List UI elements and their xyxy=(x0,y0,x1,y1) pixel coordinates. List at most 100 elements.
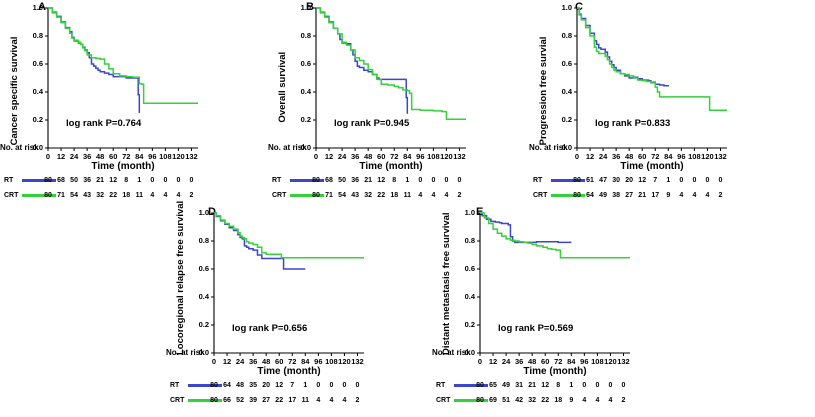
x-tick-label: 0 xyxy=(477,357,483,366)
x-tick-label: 36 xyxy=(248,357,258,366)
x-tick-label: 0 xyxy=(45,152,51,161)
survival-curve-crt xyxy=(48,7,198,104)
risk-count: 4 xyxy=(418,192,423,199)
panel-cancer-specific-survival: A Cancer specific survival 0.0 0.2 0.4 0.6 0.8… xyxy=(0,0,290,200)
risk-count: 80 xyxy=(210,382,218,389)
log-rank-annotation: log rank P=0.764 xyxy=(66,117,142,129)
survival-curve-crt xyxy=(316,7,466,121)
y-tick-label: 0.6 xyxy=(561,59,572,68)
x-tick-label: 84 xyxy=(135,152,144,161)
x-tick-label: 48 xyxy=(262,357,271,366)
risk-count: 30 xyxy=(612,177,621,184)
risk-count: 18 xyxy=(554,397,563,404)
legend-line-crt xyxy=(454,399,488,402)
risk-count: 49 xyxy=(599,192,607,199)
risk-table-row: CRT 80 66 52 39 27 22 17 11 4 4 4 2 xyxy=(166,394,456,409)
risk-count: 4 xyxy=(150,192,155,199)
risk-count: 20 xyxy=(625,177,634,184)
risk-count: 4 xyxy=(176,192,181,199)
risk-table-row: RT 80 61 47 30 20 12 7 1 0 0 0 0 xyxy=(529,174,815,189)
risk-count: 38 xyxy=(612,192,621,199)
y-tick-label: 0.4 xyxy=(300,87,311,96)
risk-count: 0 xyxy=(329,382,334,389)
risk-count: 0 xyxy=(582,382,587,389)
risk-table-title: No. at risk xyxy=(529,143,568,152)
risk-table-row: CRT 80 71 54 43 32 22 18 11 4 4 4 2 xyxy=(0,189,290,204)
y-tick-label: 0.2 xyxy=(464,320,475,329)
risk-count: 2 xyxy=(621,397,626,404)
risk-count: 4 xyxy=(329,397,334,404)
risk-count: 4 xyxy=(595,397,600,404)
survival-curve-crt xyxy=(577,7,727,111)
risk-count: 22 xyxy=(541,397,550,404)
arm-label-crt: CRT xyxy=(533,192,548,199)
y-tick-label: 0.2 xyxy=(300,115,311,124)
x-tick-label: 108 xyxy=(688,152,701,161)
risk-count: 18 xyxy=(390,192,399,199)
risk-table: RT 80 61 47 30 20 12 7 1 0 0 0 0 CRT 80 64 49 38 27 21 17 9 4 4… xyxy=(529,174,815,204)
risk-count: 27 xyxy=(625,192,634,199)
y-tick-label: 0.4 xyxy=(32,87,43,96)
risk-count: 11 xyxy=(301,397,309,404)
x-tick-label: 12 xyxy=(56,152,66,161)
survival-curve-rt xyxy=(480,212,572,244)
risk-count: 80 xyxy=(312,177,320,184)
risk-count: 0 xyxy=(444,177,449,184)
risk-count: 35 xyxy=(249,382,258,389)
risk-count: 80 xyxy=(44,177,52,184)
risk-count: 80 xyxy=(44,192,52,199)
y-tick-label: 0.0 xyxy=(198,348,209,357)
y-tick-label: 0.2 xyxy=(561,115,572,124)
x-tick-label: 24 xyxy=(501,357,511,366)
x-tick-label: 60 xyxy=(541,357,550,366)
risk-count: 2 xyxy=(355,397,360,404)
x-axis-label: Time (month) xyxy=(257,366,321,377)
x-tick-label: 48 xyxy=(625,152,634,161)
x-tick-label: 108 xyxy=(325,357,338,366)
risk-count: 32 xyxy=(96,192,105,199)
risk-count: 0 xyxy=(621,382,626,389)
x-tick-label: 24 xyxy=(598,152,608,161)
risk-count: 68 xyxy=(57,177,65,184)
risk-count: 0 xyxy=(718,177,723,184)
risk-count: 0 xyxy=(679,177,684,184)
risk-table: RT 80 68 50 36 21 12 8 1 0 0 0 0 CRT 80 71 54 43 32 22 18 11 4… xyxy=(0,174,290,204)
log-rank-annotation: log rank P=0.569 xyxy=(498,322,574,334)
risk-count: 1 xyxy=(137,177,142,184)
risk-count: 8 xyxy=(124,177,129,184)
risk-count: 32 xyxy=(528,397,537,404)
risk-count: 2 xyxy=(189,192,194,199)
risk-count: 43 xyxy=(83,192,92,199)
risk-table-title: No. at risk xyxy=(166,348,205,357)
risk-count: 2 xyxy=(457,192,462,199)
risk-count: 22 xyxy=(377,192,386,199)
risk-count: 43 xyxy=(351,192,360,199)
risk-count: 8 xyxy=(392,177,397,184)
x-axis-label: Time (month) xyxy=(91,161,155,172)
risk-count: 0 xyxy=(595,382,600,389)
risk-count: 11 xyxy=(135,192,143,199)
x-tick-label: 132 xyxy=(714,152,727,161)
survival-curve-rt xyxy=(48,7,141,113)
x-tick-label: 84 xyxy=(567,357,576,366)
risk-count: 4 xyxy=(444,192,449,199)
risk-count: 9 xyxy=(569,397,574,404)
risk-count: 80 xyxy=(210,397,218,404)
arm-label-rt: RT xyxy=(4,177,14,184)
risk-count: 54 xyxy=(70,192,78,199)
risk-count: 17 xyxy=(651,192,660,199)
risk-count: 80 xyxy=(573,177,581,184)
x-tick-label: 84 xyxy=(664,152,673,161)
risk-count: 4 xyxy=(582,397,587,404)
survival-curve-crt xyxy=(480,212,630,259)
x-tick-label: 132 xyxy=(351,357,364,366)
risk-count: 12 xyxy=(541,382,550,389)
legend-line-rt xyxy=(454,384,488,387)
risk-count: 65 xyxy=(489,382,497,389)
y-tick-label: 0.4 xyxy=(464,292,475,301)
kaplan-meier-plot-b xyxy=(313,7,466,151)
legend-line-crt xyxy=(22,194,56,197)
x-tick-label: 132 xyxy=(453,152,466,161)
x-tick-label: 72 xyxy=(554,357,563,366)
y-tick-label: 1.0 xyxy=(561,3,572,12)
